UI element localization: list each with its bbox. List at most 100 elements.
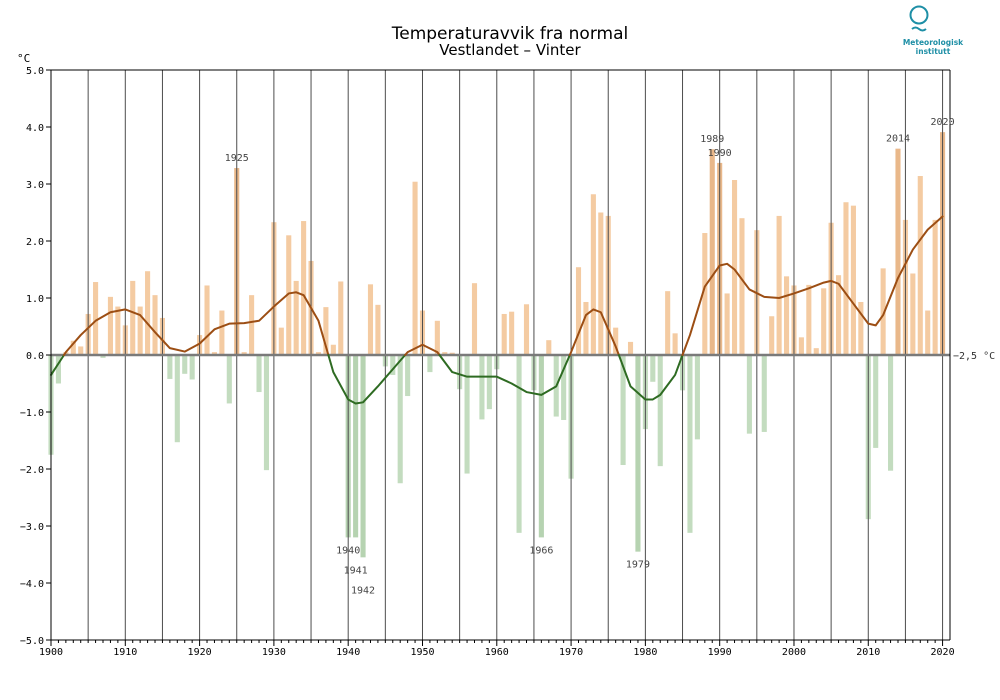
met-logo-line2: institutt [915,47,951,56]
smoothed-curve-segment-3 [404,343,441,356]
bar-1904 [78,346,84,355]
bar-1921 [204,285,210,355]
bar-1994 [746,355,752,434]
annotation-1940: 1940 [336,545,360,556]
smoothed-curve-segment-7 [681,215,944,356]
bar-1987 [694,355,700,440]
annotation-1925: 1925 [225,153,249,164]
smoothed-curve-segment-6 [617,354,684,401]
grid-group [51,70,950,640]
bar-1996 [761,355,767,432]
x-tick-label-1960: 1960 [485,647,509,658]
bar-1941 [353,355,359,538]
smoothed-curve-segment-4 [438,354,571,396]
chart-subtitle: Vestlandet – Vinter [439,41,581,59]
bar-2016 [910,273,916,355]
bar-1934 [301,221,307,355]
bar-1928 [256,355,262,393]
bar-1964 [523,304,530,355]
smoothed-curve-segment-2 [327,354,407,405]
bar-2006 [836,275,842,355]
bar-1956 [464,355,470,474]
bar-1916 [167,355,173,379]
bar-1952 [434,320,440,355]
bar-1927 [249,295,255,355]
bar-1906 [93,282,99,355]
bar-1998 [776,215,782,355]
bar-1912 [137,306,143,355]
annotation-1941: 1941 [344,565,368,576]
bar-1948 [405,355,411,397]
bar-1933 [293,280,299,355]
annotation-1942: 1942 [351,585,375,596]
bar-1938 [330,344,336,355]
bar-1946 [390,355,396,375]
met-logo-icon [909,5,929,32]
met-logo-line1: Meteorologisk [902,38,964,47]
x-tick-label-1980: 1980 [633,647,657,658]
bar-2002 [806,284,812,355]
annotation-2014: 2014 [886,134,910,145]
bar-1969 [561,355,567,420]
y-tick-label-2: 3.0 [26,180,44,191]
bar-2012 [880,268,886,355]
bar-2014 [895,148,901,355]
bar-1911 [130,280,136,355]
bar-1989 [709,149,715,355]
bar-1907 [100,355,106,358]
y-tick-label-5: 0.0 [26,351,44,362]
bar-1982 [657,355,663,467]
bar-1979 [635,355,641,552]
bar-1958 [479,355,485,420]
bar-1966 [538,355,544,538]
bar-2019 [932,219,938,355]
bar-2007 [843,202,849,355]
bar-1974 [598,212,604,355]
bar-1931 [278,327,284,355]
bar-1949 [412,181,418,355]
x-tick-label-2020: 2020 [931,647,955,658]
bar-1986 [687,355,693,533]
x-tick-label-2010: 2010 [856,647,880,658]
bar-1939 [338,281,344,355]
x-tick-label-1910: 1910 [113,647,137,658]
bar-1951 [427,355,433,373]
bar-1988 [702,233,708,355]
bar-1914 [152,295,158,355]
y-tick-label-4: 1.0 [26,294,44,305]
bar-1926 [241,352,247,355]
x-tick-label-1950: 1950 [410,647,434,658]
bar-2003 [813,348,819,355]
bar-1959 [486,355,492,410]
y-tick-label-6: −1.0 [20,408,44,419]
bar-1972 [583,301,589,355]
y-tick-label-0: 5.0 [26,66,44,77]
x-tick-label-2000: 2000 [782,647,806,658]
bar-2001 [798,337,804,355]
axes-group [46,69,951,646]
bar-1997 [769,316,775,355]
bar-1909 [115,306,121,355]
bar-2013 [888,355,894,471]
bar-1943 [367,284,374,355]
x-tick-label-1990: 1990 [708,647,732,658]
smoothed-curve-segment-1 [63,291,330,356]
met-logo-text: Meteorologisk institutt [900,38,966,56]
bar-1922 [211,352,217,355]
x-tick-label-1970: 1970 [559,647,583,658]
bar-1942 [360,355,366,558]
bar-1967 [546,340,552,355]
label-group: −2,5 °C 5.0 4.0 3.0 2.0 1.0 0.0 −1.0 −2.0 −3.0 −4.… [20,66,995,658]
bar-1917 [174,355,180,443]
y-tick-label-9: −4.0 [20,579,44,590]
x-tick-label-1920: 1920 [188,647,212,658]
bar-2009 [858,301,864,355]
y-axis-unit-label: °C [17,52,30,65]
bar-2008 [850,205,856,355]
bar-1913 [145,271,151,355]
bar-1978 [627,341,634,355]
bar-1984 [672,333,678,355]
x-tick-label-1940: 1940 [336,647,360,658]
x-tick-label-1930: 1930 [262,647,286,658]
